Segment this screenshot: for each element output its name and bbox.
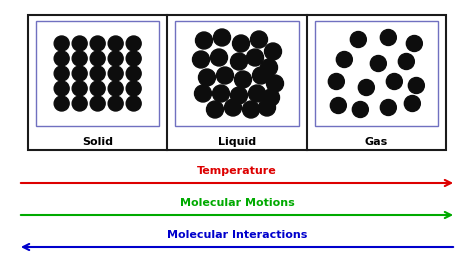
Circle shape — [352, 101, 368, 117]
Text: Molecular Interactions: Molecular Interactions — [167, 230, 307, 240]
Circle shape — [328, 73, 344, 89]
Circle shape — [192, 51, 210, 68]
Circle shape — [90, 96, 105, 111]
Circle shape — [261, 59, 277, 76]
Circle shape — [408, 77, 424, 93]
Circle shape — [380, 29, 396, 45]
Text: Liquid: Liquid — [218, 137, 256, 147]
Circle shape — [126, 66, 141, 81]
Circle shape — [108, 96, 123, 111]
Circle shape — [108, 36, 123, 51]
Bar — [175, 21, 299, 126]
Circle shape — [126, 36, 141, 51]
Circle shape — [54, 66, 69, 81]
Circle shape — [207, 101, 224, 118]
Circle shape — [108, 81, 123, 96]
Circle shape — [54, 51, 69, 66]
Circle shape — [213, 29, 230, 46]
Circle shape — [126, 81, 141, 96]
Circle shape — [90, 66, 105, 81]
Circle shape — [263, 89, 280, 106]
Circle shape — [72, 66, 87, 81]
Circle shape — [386, 73, 402, 89]
Circle shape — [230, 87, 247, 104]
Circle shape — [212, 85, 229, 102]
Circle shape — [398, 53, 414, 69]
Circle shape — [90, 81, 105, 96]
Circle shape — [230, 53, 247, 70]
Circle shape — [258, 99, 275, 116]
Circle shape — [72, 51, 87, 66]
Circle shape — [337, 52, 352, 68]
Circle shape — [90, 51, 105, 66]
Bar — [36, 21, 159, 126]
Circle shape — [406, 36, 422, 52]
Circle shape — [266, 75, 283, 92]
Circle shape — [248, 85, 265, 102]
Circle shape — [330, 97, 346, 113]
Circle shape — [126, 96, 141, 111]
Circle shape — [370, 56, 386, 72]
Circle shape — [126, 51, 141, 66]
Text: Solid: Solid — [82, 137, 113, 147]
Circle shape — [233, 35, 249, 52]
Circle shape — [358, 80, 374, 96]
Circle shape — [350, 32, 366, 48]
Circle shape — [195, 32, 212, 49]
Circle shape — [194, 85, 211, 102]
Bar — [315, 21, 438, 126]
Circle shape — [108, 66, 123, 81]
Circle shape — [72, 81, 87, 96]
Text: Gas: Gas — [365, 137, 388, 147]
Circle shape — [404, 96, 420, 112]
Circle shape — [217, 67, 234, 84]
Circle shape — [380, 100, 396, 116]
Circle shape — [199, 69, 216, 86]
Circle shape — [246, 49, 264, 66]
Text: Molecular Motions: Molecular Motions — [180, 198, 294, 208]
Circle shape — [210, 49, 228, 66]
Circle shape — [235, 71, 252, 88]
Circle shape — [253, 67, 270, 84]
Circle shape — [250, 31, 267, 48]
Circle shape — [90, 36, 105, 51]
Circle shape — [225, 99, 241, 116]
Circle shape — [54, 81, 69, 96]
Circle shape — [54, 36, 69, 51]
Text: Temperature: Temperature — [197, 166, 277, 176]
Circle shape — [72, 36, 87, 51]
Circle shape — [264, 43, 282, 60]
Circle shape — [72, 96, 87, 111]
Bar — [28, 15, 446, 150]
Circle shape — [54, 96, 69, 111]
Circle shape — [243, 101, 259, 118]
Circle shape — [108, 51, 123, 66]
